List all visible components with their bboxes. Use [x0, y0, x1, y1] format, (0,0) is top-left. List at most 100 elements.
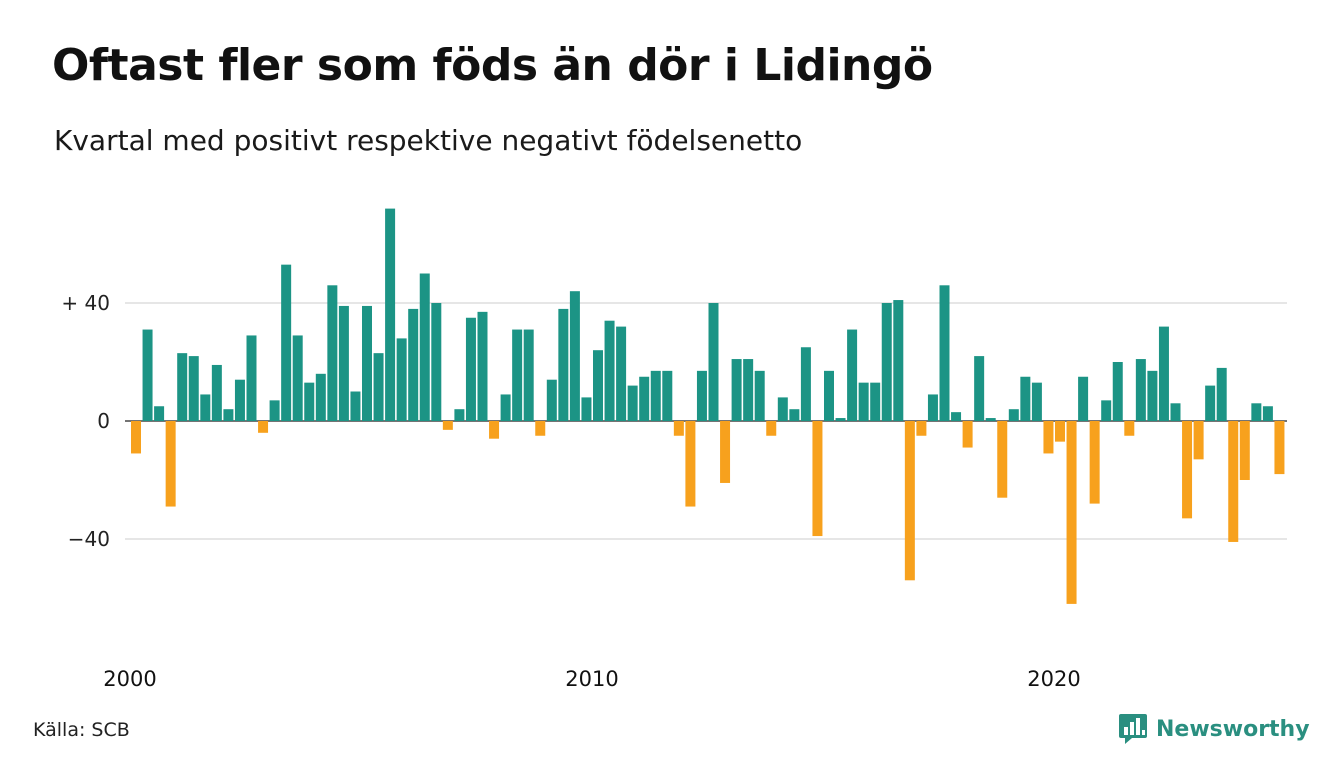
bar [142, 329, 153, 421]
bar [327, 285, 338, 421]
bar [1020, 376, 1031, 421]
bar [743, 359, 754, 421]
bar [593, 350, 603, 421]
bar [685, 421, 696, 507]
bar [985, 418, 996, 421]
bar [997, 421, 1008, 498]
bars [131, 208, 1285, 604]
bar [269, 400, 280, 421]
brand-name: Newsworthy [1156, 716, 1310, 742]
bar [720, 421, 731, 483]
bar [223, 409, 234, 421]
bar [177, 353, 188, 421]
brand-logo[interactable]: Newsworthy [1118, 712, 1310, 746]
bar [870, 382, 881, 421]
bar [812, 421, 823, 537]
bar [1135, 359, 1146, 421]
bar [546, 379, 557, 421]
bar [1055, 421, 1065, 442]
source-note: Källa: SCB [33, 719, 130, 741]
bar [962, 421, 973, 448]
bar [535, 421, 546, 436]
bar [847, 329, 858, 421]
bar [1031, 382, 1042, 421]
x-tick-label: 2000 [103, 667, 156, 691]
bar [442, 421, 453, 430]
y-tick-label: 0 [97, 409, 110, 433]
bar [974, 356, 985, 421]
bar [489, 421, 500, 439]
bar [258, 421, 269, 433]
bar [777, 397, 788, 421]
bar [350, 391, 361, 421]
bar [800, 347, 811, 421]
bar [1239, 421, 1250, 480]
bar [939, 285, 950, 421]
chart-title: Oftast fler som föds än dör i Lidingö [52, 40, 933, 91]
bar [881, 303, 892, 421]
bar [373, 353, 384, 421]
bar [1147, 370, 1158, 421]
bar [1112, 362, 1123, 421]
bar [419, 273, 430, 421]
bar [1008, 409, 1019, 421]
bar [512, 329, 523, 421]
bar [454, 409, 465, 421]
bar [408, 308, 419, 421]
bar [1193, 421, 1204, 460]
bar [1101, 400, 1112, 421]
bar [1078, 376, 1089, 421]
bar [1158, 326, 1169, 421]
bar [315, 373, 326, 421]
bar [835, 418, 846, 421]
x-tick-label: 2010 [565, 667, 618, 691]
bar [1262, 406, 1273, 421]
bar [604, 320, 615, 421]
bar [696, 370, 707, 421]
bar [246, 335, 257, 421]
bar [477, 311, 488, 421]
bar [766, 421, 777, 436]
bar [500, 394, 511, 421]
bar [385, 208, 396, 421]
bar [1066, 421, 1077, 604]
bar [523, 329, 534, 421]
bar [396, 338, 407, 421]
bar [211, 364, 222, 421]
bar [465, 317, 476, 421]
bar [1124, 421, 1135, 436]
axis-labels: + 40 0 −40 2000 2010 2020 [61, 291, 1080, 691]
bar [362, 305, 372, 421]
bar [650, 370, 661, 421]
bar [1170, 403, 1181, 421]
bar [616, 326, 627, 421]
bar [951, 412, 962, 421]
bar [1216, 367, 1227, 421]
bar [581, 397, 592, 421]
bar [858, 382, 869, 421]
bar [904, 421, 915, 581]
bar [558, 308, 569, 421]
bar [292, 335, 303, 421]
chart-subtitle: Kvartal med positivt respektive negativt… [54, 124, 803, 157]
bar [1205, 385, 1216, 421]
bar [1182, 421, 1193, 519]
bar [789, 409, 800, 421]
y-tick-label: −40 [68, 527, 110, 551]
bar [708, 303, 719, 421]
bar [1228, 421, 1239, 542]
bar [893, 300, 904, 421]
bar [824, 370, 834, 421]
bar-chart: + 40 0 −40 2000 2010 2020 [61, 208, 1287, 691]
bar [304, 382, 315, 421]
bar [131, 421, 141, 454]
bar [1274, 421, 1285, 475]
bar [731, 359, 742, 421]
bar [639, 376, 650, 421]
bar [234, 379, 245, 421]
bar [927, 394, 938, 421]
y-tick-label: + 40 [61, 291, 110, 315]
bar [1043, 421, 1054, 454]
bar [154, 406, 165, 421]
bar [569, 291, 580, 421]
